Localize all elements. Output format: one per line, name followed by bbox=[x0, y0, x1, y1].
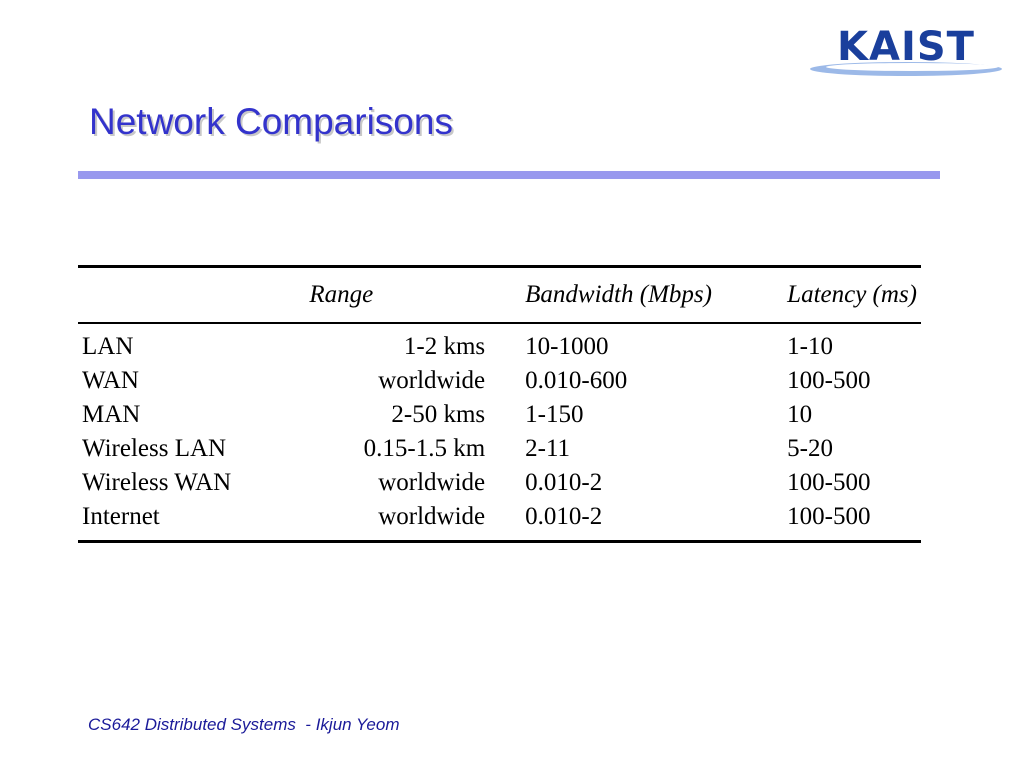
cell-network: Internet bbox=[82, 503, 160, 530]
slide-footer: CS642 Distributed Systems - Ikjun Yeom bbox=[88, 715, 400, 734]
table-row: MAN 2-50 kms 1-150 10 bbox=[78, 398, 921, 432]
header-range: Range bbox=[275, 266, 522, 324]
network-comparison-table: Range Bandwidth (Mbps) Latency (ms) LAN … bbox=[78, 265, 921, 543]
cell-bandwidth: 0.010-2 bbox=[525, 503, 603, 530]
cell-latency: 1-10 bbox=[787, 333, 833, 360]
cell-network: Wireless WAN bbox=[82, 469, 232, 496]
table-row: Internet worldwide 0.010-2 100-500 bbox=[78, 500, 921, 542]
table-row: LAN 1-2 kms 10-1000 1-10 bbox=[78, 323, 921, 364]
header-bandwidth: Bandwidth (Mbps) bbox=[521, 266, 784, 324]
comparison-table-container: Range Bandwidth (Mbps) Latency (ms) LAN … bbox=[78, 265, 921, 543]
header-network bbox=[78, 266, 276, 324]
cell-latency: 5-20 bbox=[787, 435, 833, 462]
kaist-logo: KAIST bbox=[808, 20, 1004, 82]
cell-range: 1-2 kms bbox=[403, 333, 486, 360]
cell-latency: 100-500 bbox=[787, 503, 871, 530]
kaist-logo-graphic: KAIST bbox=[810, 24, 1002, 76]
cell-bandwidth: 2-11 bbox=[525, 435, 571, 462]
cell-range: worldwide bbox=[378, 503, 486, 530]
cell-network: LAN bbox=[82, 333, 134, 360]
kaist-logo-text: KAIST bbox=[837, 24, 975, 70]
table-header-row: Range Bandwidth (Mbps) Latency (ms) bbox=[78, 266, 921, 324]
cell-network: MAN bbox=[82, 401, 141, 428]
cell-bandwidth: 0.010-2 bbox=[525, 469, 603, 496]
table-row: Wireless WAN worldwide 0.010-2 100-500 bbox=[78, 466, 921, 500]
header-latency: Latency (ms) bbox=[783, 266, 921, 324]
table-row: WAN worldwide 0.010-600 100-500 bbox=[78, 364, 921, 398]
title-divider bbox=[78, 171, 940, 179]
table-row: Wireless LAN 0.15-1.5 km 2-11 5-20 bbox=[78, 432, 921, 466]
cell-range: 2-50 kms bbox=[391, 401, 486, 428]
cell-latency: 100-500 bbox=[787, 367, 871, 394]
cell-bandwidth: 10-1000 bbox=[525, 333, 609, 360]
cell-network: Wireless LAN bbox=[82, 435, 227, 462]
cell-latency: 100-500 bbox=[787, 469, 871, 496]
cell-bandwidth: 1-150 bbox=[525, 401, 584, 428]
cell-range: 0.15-1.5 km bbox=[363, 435, 486, 462]
slide-title: Network Comparisons bbox=[89, 101, 453, 142]
cell-range: worldwide bbox=[378, 469, 486, 496]
cell-network: WAN bbox=[82, 367, 139, 394]
cell-range: worldwide bbox=[378, 367, 486, 394]
cell-latency: 10 bbox=[787, 401, 813, 428]
cell-bandwidth: 0.010-600 bbox=[525, 367, 628, 394]
